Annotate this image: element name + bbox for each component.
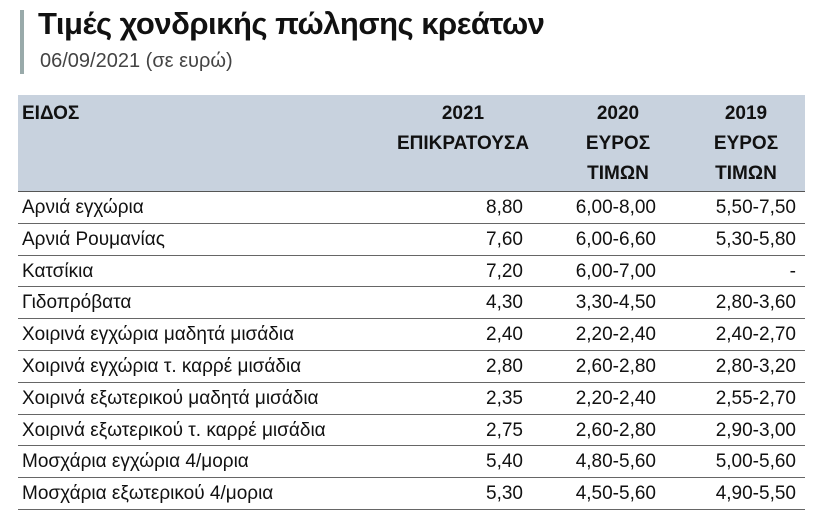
product-name: Χοιρινά εξωτερικού μαδητά μισάδια (22, 387, 319, 409)
header-line: ΕΙΔΟΣ (22, 103, 80, 124)
price-cell: 7,60 (486, 228, 523, 250)
table-row: Κατσίκια 7,20 6,00-7,00 - (18, 256, 805, 288)
product-name: Μοσχάρια εξωτερικού 4/μορια (22, 483, 274, 505)
price-cell: 8,80 (486, 197, 523, 218)
column-header: 2019 ΕΥΡΟΣ ΤΙΜΩΝ (686, 99, 806, 189)
price-cell: 5,30-5,80 (715, 228, 796, 250)
price-cell: 2,20-2,40 (575, 324, 656, 346)
table-row: Χοιρινά εξωτερικού τ. καρρέ μισάδια 2,75 2… (18, 415, 805, 447)
table-row: Αρνιά εγχώρια 8,80 6,00-8,00 5,50-7,50 (18, 192, 805, 224)
price-cell: 7,20 (486, 260, 523, 282)
price-cell: - (789, 260, 796, 282)
column-header: ΕΙΔΟΣ (22, 99, 142, 129)
price-cell: 4,80-5,60 (575, 451, 656, 473)
price-cell: 3,30-4,50 (575, 292, 656, 314)
header-line: ΕΥΡΟΣ (585, 133, 651, 154)
price-cell: 5,40 (486, 451, 523, 473)
price-cell: 2,60-2,80 (575, 419, 656, 441)
price-cell: 5,00-5,60 (715, 451, 796, 473)
product-name: Χοιρινά εγχώρια μαδητά μισάδια (22, 324, 295, 346)
product-name: Χοιρινά εξωτερικού τ. καρρέ μισάδια (22, 419, 326, 441)
price-cell: 2,80 (486, 355, 523, 377)
table-row: Μοσχάρια εξωτερικού 4/μορια 5,30 4,50-5,60… (18, 478, 805, 510)
price-cell: 2,55-2,70 (715, 387, 796, 409)
price-cell: 4,90-5,50 (715, 483, 796, 505)
header-line: ΕΠΙΚΡΑΤΟΥΣΑ (396, 133, 530, 154)
table-header: ΕΙΔΟΣ 2021 ΕΠΙΚΡΑΤΟΥΣΑ 2020 ΕΥΡΟΣ ΤΙΜΩΝ 2019 ΕΥ… (18, 95, 805, 192)
price-cell: 2,90-3,00 (715, 419, 796, 441)
price-cell: 4,50-5,60 (575, 483, 656, 505)
price-cell: 2,80-3,60 (715, 292, 796, 314)
product-name: Γιδοπρόβατα (22, 292, 132, 314)
price-cell: 6,00-6,60 (575, 228, 656, 250)
header-line: 2019 (724, 103, 768, 124)
subtitle: 06/09/2021 (σε ευρώ) (40, 50, 233, 72)
product-name: Μοσχάρια εγχώρια 4/μορια (22, 451, 249, 473)
price-cell: 2,75 (486, 419, 523, 441)
price-cell: 2,20-2,40 (575, 387, 656, 409)
column-header: 2021 ΕΠΙΚΡΑΤΟΥΣΑ (373, 99, 553, 159)
table-row: Χοιρινά εγχώρια τ. καρρέ μισάδια 2,80 2,60… (18, 351, 805, 383)
accent-bar (20, 10, 24, 74)
price-cell: 2,40 (486, 324, 523, 346)
price-cell: 6,00-7,00 (575, 260, 656, 282)
product-name: Χοιρινά εγχώρια τ. καρρέ μισάδια (22, 355, 302, 377)
price-cell: 5,30 (486, 483, 523, 505)
product-name: Αρνιά Ρουμανίας (22, 228, 165, 250)
table-row: Γιδοπρόβατα 4,30 3,30-4,50 2,80-3,60 (18, 287, 805, 320)
price-cell: 6,00-8,00 (575, 197, 656, 218)
header-line: 2021 (441, 103, 485, 124)
product-name: Αρνιά εγχώρια (22, 197, 144, 218)
header-line: ΤΙΜΩΝ (587, 163, 649, 184)
table-row: Αρνιά Ρουμανίας 7,60 6,00-6,60 5,30-5,80 (18, 224, 805, 256)
header-line: ΕΥΡΟΣ (713, 133, 779, 154)
price-cell: 2,35 (486, 387, 523, 409)
column-header: 2020 ΕΥΡΟΣ ΤΙΜΩΝ (558, 99, 678, 189)
price-cell: 2,80-3,20 (715, 355, 796, 377)
price-cell: 5,50-7,50 (715, 197, 796, 218)
price-cell: 2,60-2,80 (575, 355, 656, 377)
table: ΕΙΔΟΣ 2021 ΕΠΙΚΡΑΤΟΥΣΑ 2020 ΕΥΡΟΣ ΤΙΜΩΝ 2019 ΕΥ… (18, 95, 805, 510)
title: Τιμές χονδρικής πώλησης κρεάτων (38, 6, 545, 41)
header-line: ΤΙΜΩΝ (715, 163, 777, 184)
table-row: Χοιρινά εξωτερικού μαδητά μισάδια 2,35 2,2… (18, 383, 805, 415)
product-name: Κατσίκια (22, 260, 94, 282)
table-row: Μοσχάρια εγχώρια 4/μορια 5,40 4,80-5,60 5,0… (18, 446, 805, 479)
price-cell: 4,30 (486, 292, 523, 314)
price-cell: 2,40-2,70 (715, 324, 796, 346)
table-row: Χοιρινά εγχώρια μαδητά μισάδια 2,40 2,20-2… (18, 319, 805, 351)
header-line: 2020 (596, 103, 640, 124)
